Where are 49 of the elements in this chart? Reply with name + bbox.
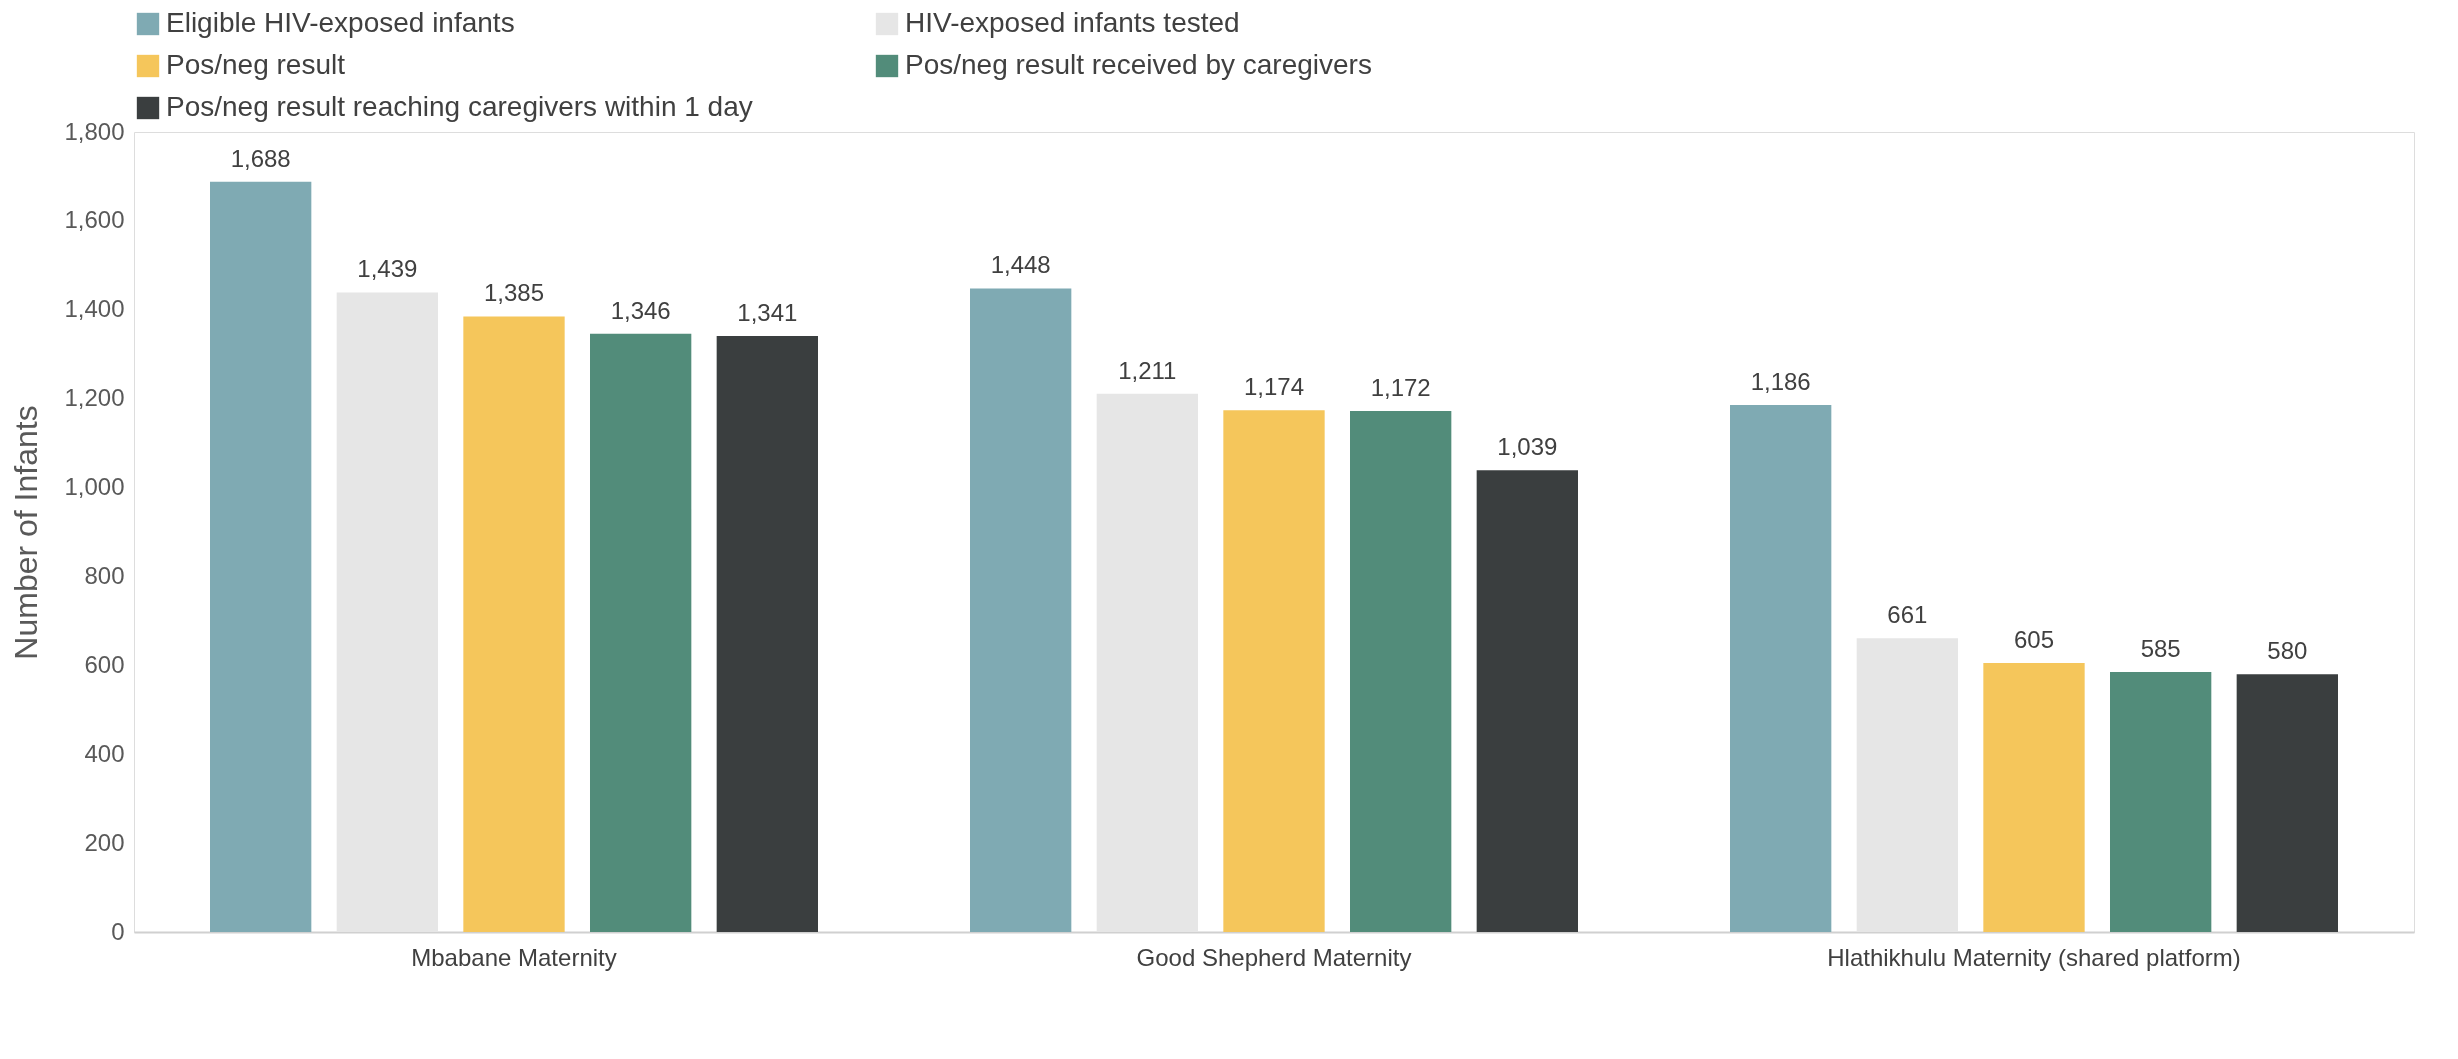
data-label: 1,186 (1750, 367, 1811, 395)
legend-label: Pos/neg result received by caregivers (905, 49, 1372, 80)
y-tick-label: 0 (111, 917, 125, 945)
bar (2110, 672, 2212, 932)
y-tick-label: 400 (84, 739, 125, 767)
bar (1983, 663, 2085, 932)
data-label: 1,448 (990, 251, 1051, 279)
bar (1223, 410, 1325, 932)
legend-label: Pos/neg result reaching caregivers within 1 day (166, 91, 753, 122)
y-tick-label: 1,000 (64, 473, 125, 501)
bar (2236, 674, 2338, 932)
data-label: 580 (2267, 637, 2308, 665)
y-tick-label: 800 (84, 561, 125, 589)
x-tick-label: Hlathikhulu Maternity (shared platform) (1827, 943, 2241, 971)
y-tick-label: 1,800 (64, 117, 125, 145)
bar (336, 292, 438, 932)
y-tick-label: 600 (84, 650, 125, 678)
bar (1096, 393, 1198, 932)
y-tick-label: 1,600 (64, 206, 125, 234)
x-tick-label: Mbabane Maternity (411, 943, 617, 971)
bar (1856, 638, 1958, 932)
bar (210, 181, 312, 932)
data-label: 1,172 (1370, 374, 1431, 402)
data-label: 661 (1887, 601, 1928, 629)
bar (716, 336, 818, 932)
data-label: 585 (2140, 635, 2181, 662)
y-tick-label: 200 (84, 828, 125, 856)
data-label: 1,341 (737, 299, 798, 326)
data-label: 1,174 (1243, 373, 1305, 401)
data-label: 1,039 (1497, 433, 1558, 461)
bar (1350, 411, 1452, 932)
legend-label: Eligible HIV-exposed infants (166, 7, 515, 38)
y-tick-label: 1,200 (64, 384, 125, 412)
y-axis-title: Number of Infants (8, 405, 45, 660)
data-label: 1,439 (357, 255, 418, 283)
data-label: 1,346 (610, 296, 671, 324)
data-label: 1,385 (483, 279, 545, 307)
bar (970, 288, 1072, 932)
bar (1476, 470, 1578, 932)
bar (1730, 404, 1832, 932)
data-label: 1,211 (1118, 356, 1177, 384)
legend-label: Pos/neg result (166, 49, 346, 80)
x-tick-label: Good Shepherd Maternity (1136, 943, 1412, 971)
bar (590, 333, 692, 932)
legend-label: HIV-exposed infants tested (905, 7, 1240, 38)
data-label: 1,688 (230, 144, 291, 172)
data-label: 605 (2013, 626, 2055, 654)
y-tick-label: 1,400 (64, 295, 125, 323)
bar (463, 316, 565, 932)
